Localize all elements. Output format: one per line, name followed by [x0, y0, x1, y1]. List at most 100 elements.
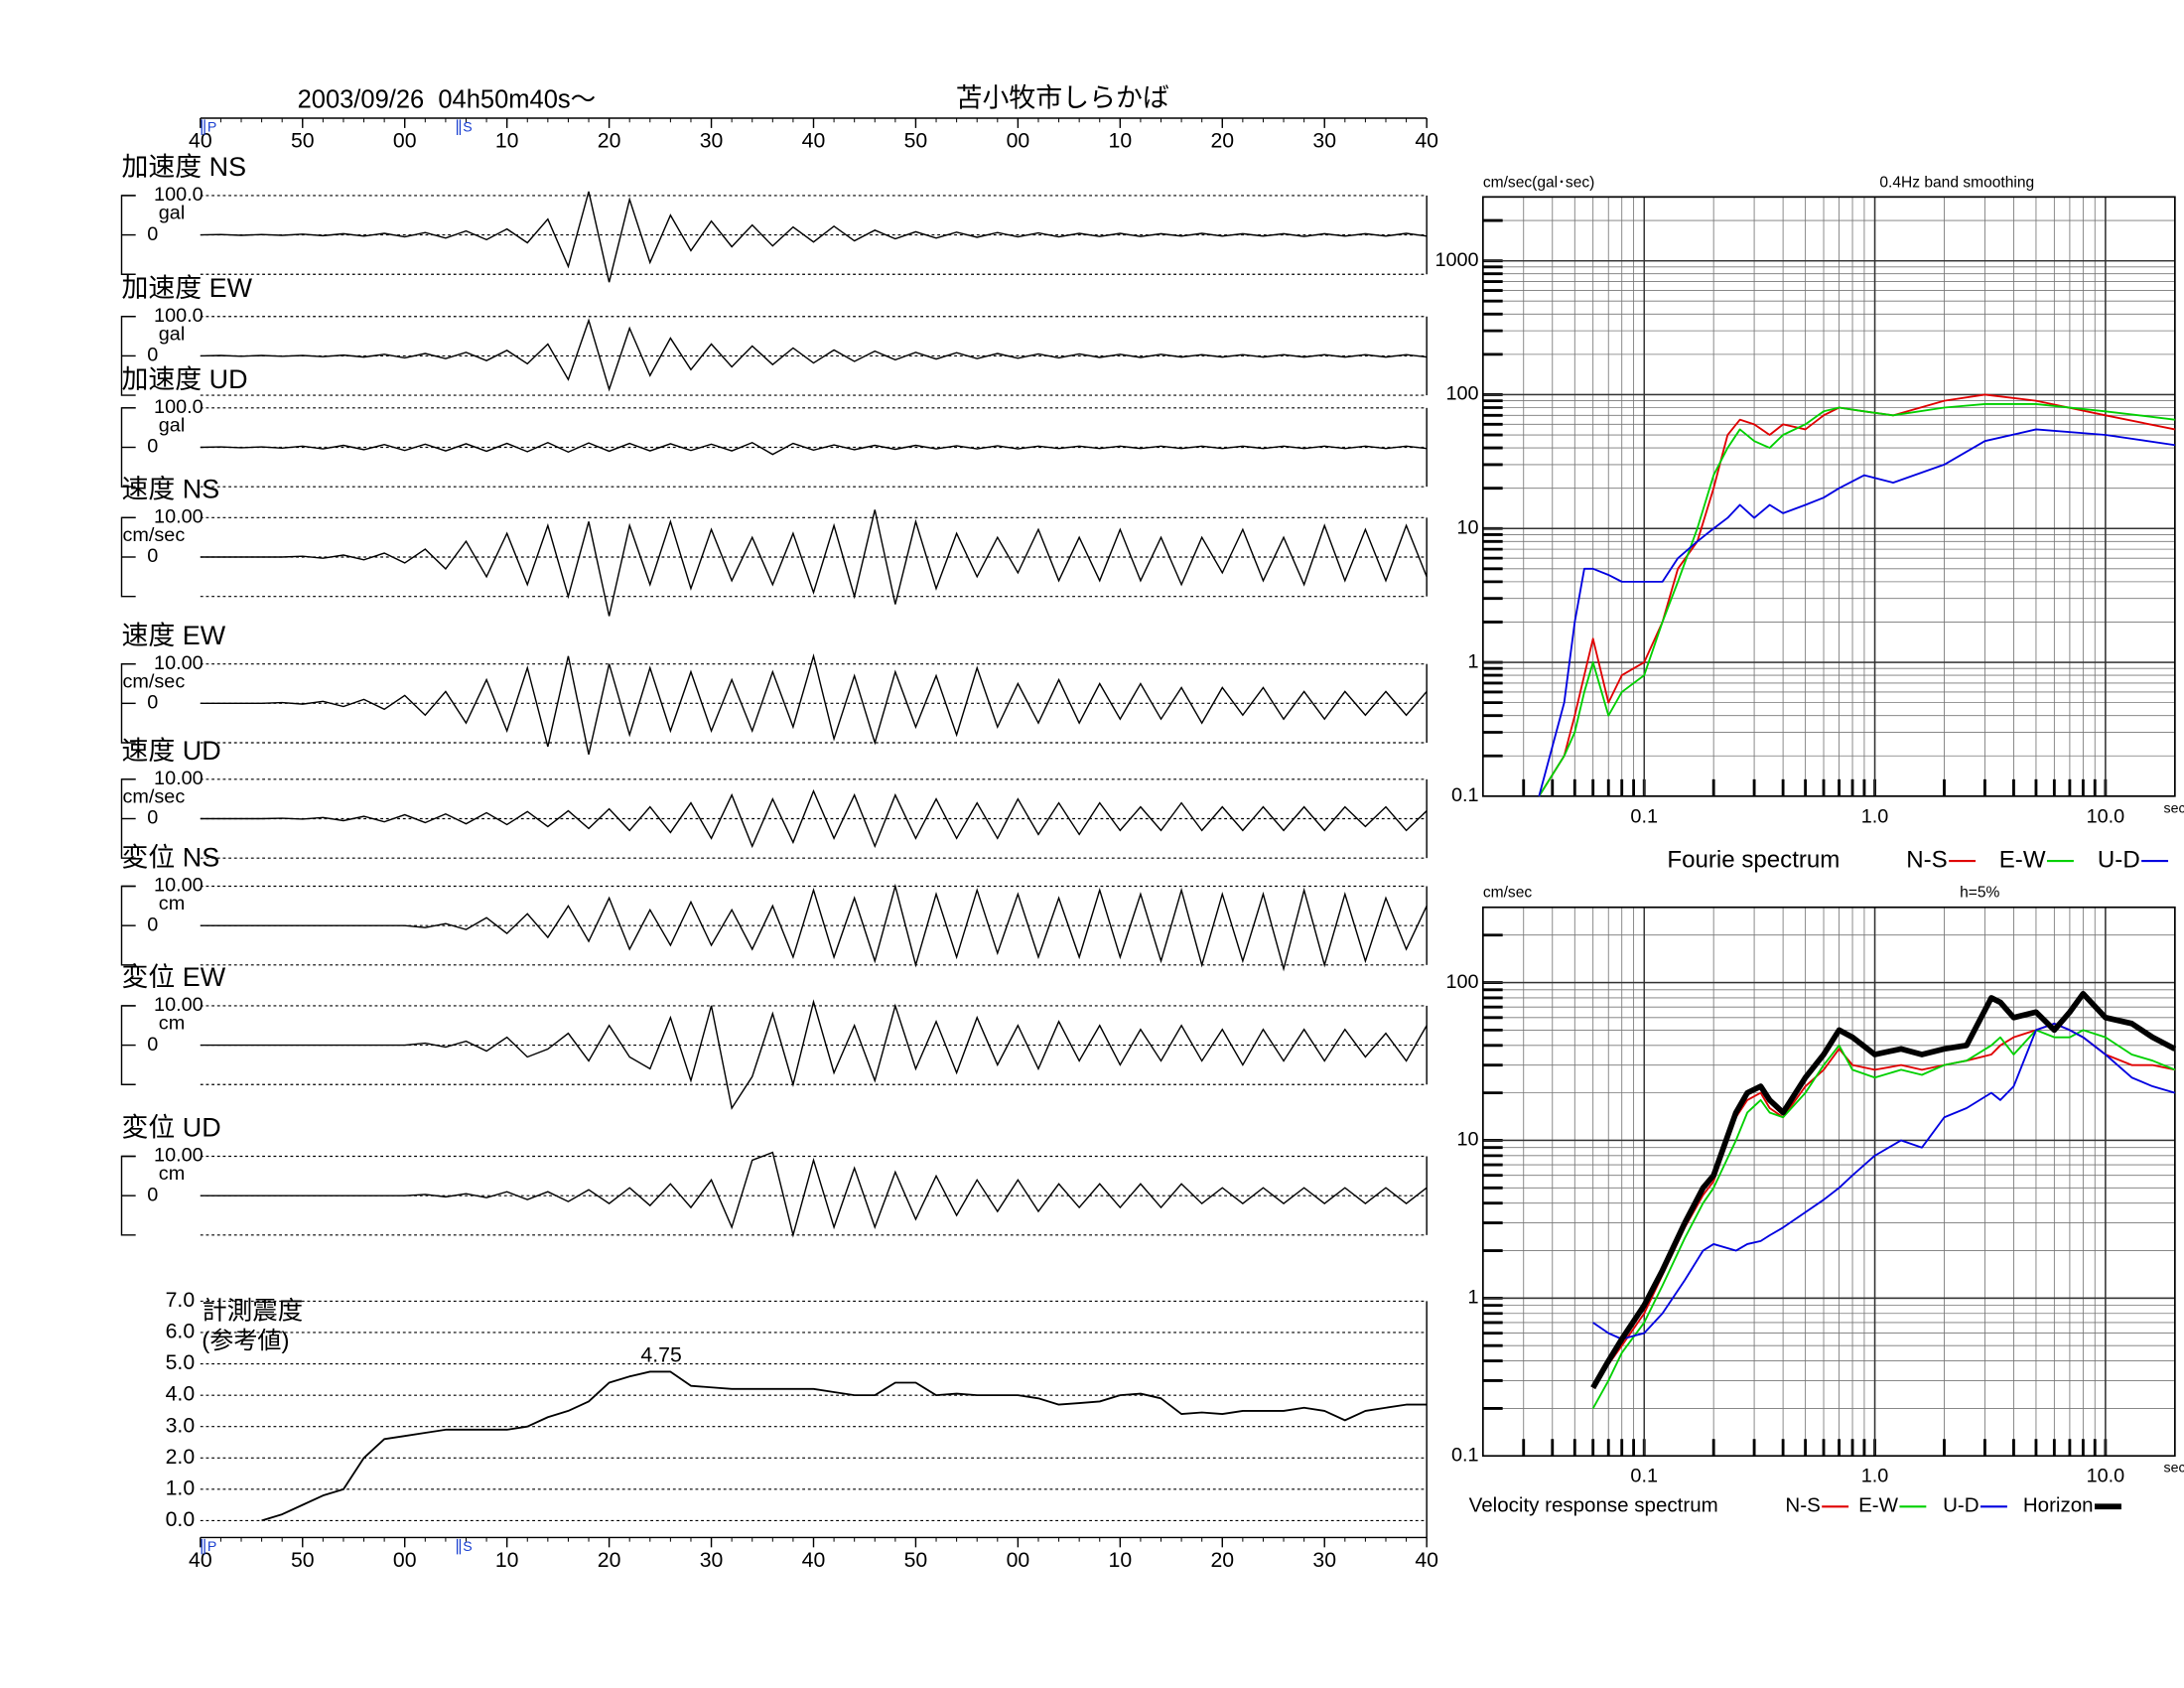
y-tick-label: 5.0 — [166, 1350, 196, 1374]
y-tick-label: 6.0 — [166, 1320, 196, 1343]
y-tick-label: 2.0 — [166, 1445, 196, 1469]
trace — [200, 191, 1428, 283]
trace-title: 速度 UD — [122, 736, 221, 766]
trace-title: 変位 EW — [122, 962, 226, 992]
trace — [200, 509, 1428, 617]
x-tick-label: 30 — [1312, 129, 1336, 153]
legend-label: N-S — [1785, 1494, 1820, 1517]
legend-label: N-S — [1906, 846, 1947, 873]
x-tick-label: 0.1 — [1630, 805, 1658, 827]
unit-label: cm/sec — [122, 670, 185, 692]
x-tick-label: 00 — [393, 1548, 417, 1572]
y-tick-label: 1 — [1468, 1287, 1479, 1309]
y-tick-label: 10 — [1457, 516, 1479, 538]
trace — [200, 883, 1428, 972]
x-tick-label: 20 — [598, 129, 621, 153]
x-tick-label: 30 — [700, 1548, 724, 1572]
legend-label: E-W — [1999, 846, 2046, 873]
y-tick-label: 0 — [147, 1034, 158, 1055]
y-tick-label: 0 — [147, 436, 158, 458]
trace-title: 変位 UD — [122, 1113, 221, 1143]
trace-title: 速度 EW — [122, 621, 226, 650]
trace — [200, 999, 1428, 1110]
chart-subtitle: h=5% — [1960, 885, 1999, 902]
x-tick-label: 10 — [1109, 1548, 1133, 1572]
x-tick-label: 00 — [1007, 1548, 1030, 1572]
unit-label: cm/sec — [122, 524, 185, 546]
y-tick-label: 0 — [147, 914, 158, 935]
trace-title: 加速度 EW — [122, 273, 253, 303]
x-tick-label: 40 — [1415, 129, 1438, 153]
y-axis-label: cm/sec — [1483, 885, 1533, 902]
x-tick-label: 0.1 — [1630, 1466, 1658, 1487]
x-axis-label: sec — [2163, 1461, 2184, 1477]
trace-title: 変位 NS — [122, 843, 220, 873]
legend-label: U-D — [1943, 1494, 1979, 1517]
y-axis-label: cm/sec(gal･sec) — [1483, 174, 1595, 191]
y-tick-label: 10 — [1457, 1129, 1479, 1151]
y-tick-label: 0 — [147, 1184, 158, 1205]
y-tick-label: 0 — [147, 545, 158, 567]
x-axis-label: sec — [2163, 800, 2184, 816]
chart-subtitle: (参考値) — [202, 1328, 289, 1354]
x-tick-label: 20 — [1210, 129, 1234, 153]
x-tick-label: 10 — [495, 1548, 519, 1572]
plot-frame — [1481, 906, 2176, 1458]
x-tick-label: 50 — [904, 129, 928, 153]
y-tick-label: 100 — [1445, 383, 1478, 405]
trace — [200, 788, 1428, 849]
x-tick-label: 20 — [598, 1548, 621, 1572]
trace — [200, 1151, 1428, 1238]
trace-title: 加速度 UD — [122, 364, 248, 394]
x-tick-label: 00 — [1007, 129, 1030, 153]
chart-title: 計測震度 — [202, 1297, 303, 1325]
legend-title: Fourie spectrum — [1667, 846, 1840, 873]
line — [1591, 1029, 2176, 1409]
x-tick-label: 50 — [291, 1548, 315, 1572]
x-tick-label: 20 — [1210, 1548, 1234, 1572]
phase-label: S — [463, 1539, 472, 1555]
chart-subtitle: 苫小牧市しらかば — [956, 83, 1169, 113]
y-tick-label: 0 — [147, 692, 158, 714]
y-tick-label: 1.0 — [166, 1476, 196, 1499]
y-tick-label: 10.00 — [154, 875, 204, 897]
y-tick-label: 10.00 — [154, 768, 204, 789]
x-tick-label: 1.0 — [1861, 1466, 1889, 1487]
y-tick-label: 0 — [147, 807, 158, 829]
x-tick-label: 30 — [700, 129, 724, 153]
x-tick-label: 40 — [189, 129, 212, 153]
trace — [200, 318, 1428, 392]
line — [1538, 403, 2175, 797]
line — [1538, 428, 2175, 797]
y-tick-label: 0 — [147, 345, 158, 366]
phase-marker — [456, 1538, 462, 1555]
x-tick-label: 40 — [802, 129, 826, 153]
chart-title: 2003/09/26 04h50m40s～ — [298, 86, 597, 114]
line — [1590, 990, 2177, 1390]
x-tick-label: 50 — [291, 129, 315, 153]
x-tick-label: 00 — [393, 129, 417, 153]
line — [1538, 393, 2176, 797]
y-tick-label: 0.1 — [1451, 1444, 1479, 1466]
y-tick-label: 10.00 — [154, 1145, 204, 1167]
y-tick-label: 100 — [1445, 971, 1478, 993]
x-tick-label: 10.0 — [2087, 805, 2125, 827]
unit-label: gal — [159, 323, 185, 345]
legend-label: Horizon — [2023, 1494, 2094, 1517]
y-tick-label: 100.0 — [154, 305, 204, 327]
unit-label: cm/sec — [122, 785, 185, 807]
x-tick-label: 40 — [1415, 1548, 1438, 1572]
y-tick-label: 100.0 — [154, 184, 204, 206]
y-tick-label: 1000 — [1434, 249, 1478, 271]
unit-label: gal — [159, 414, 185, 436]
phase-label: P — [207, 120, 216, 136]
x-tick-label: 40 — [189, 1548, 212, 1572]
line — [1592, 1022, 2176, 1340]
trace — [200, 441, 1428, 456]
y-tick-label: 3.0 — [166, 1413, 196, 1437]
y-tick-label: 0.0 — [166, 1507, 196, 1531]
peak-label: 4.75 — [640, 1342, 681, 1366]
line — [261, 1370, 1428, 1522]
